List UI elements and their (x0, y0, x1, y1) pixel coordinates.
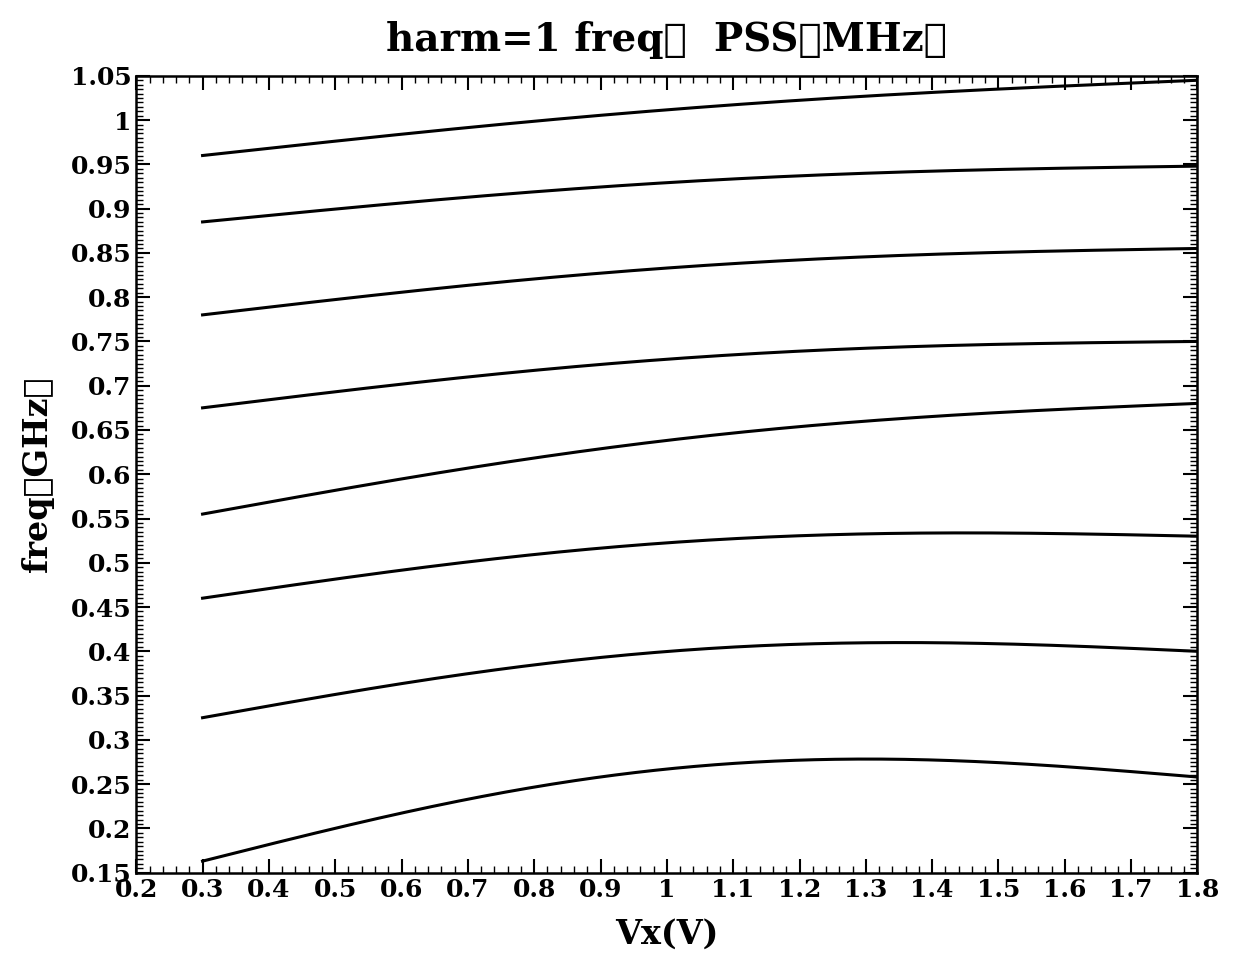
Y-axis label: freq（GHz）: freq（GHz） (21, 376, 53, 572)
Title: harm=1 freq；  PSS（MHz）: harm=1 freq； PSS（MHz） (387, 20, 947, 59)
X-axis label: Vx(V): Vx(V) (615, 919, 718, 952)
